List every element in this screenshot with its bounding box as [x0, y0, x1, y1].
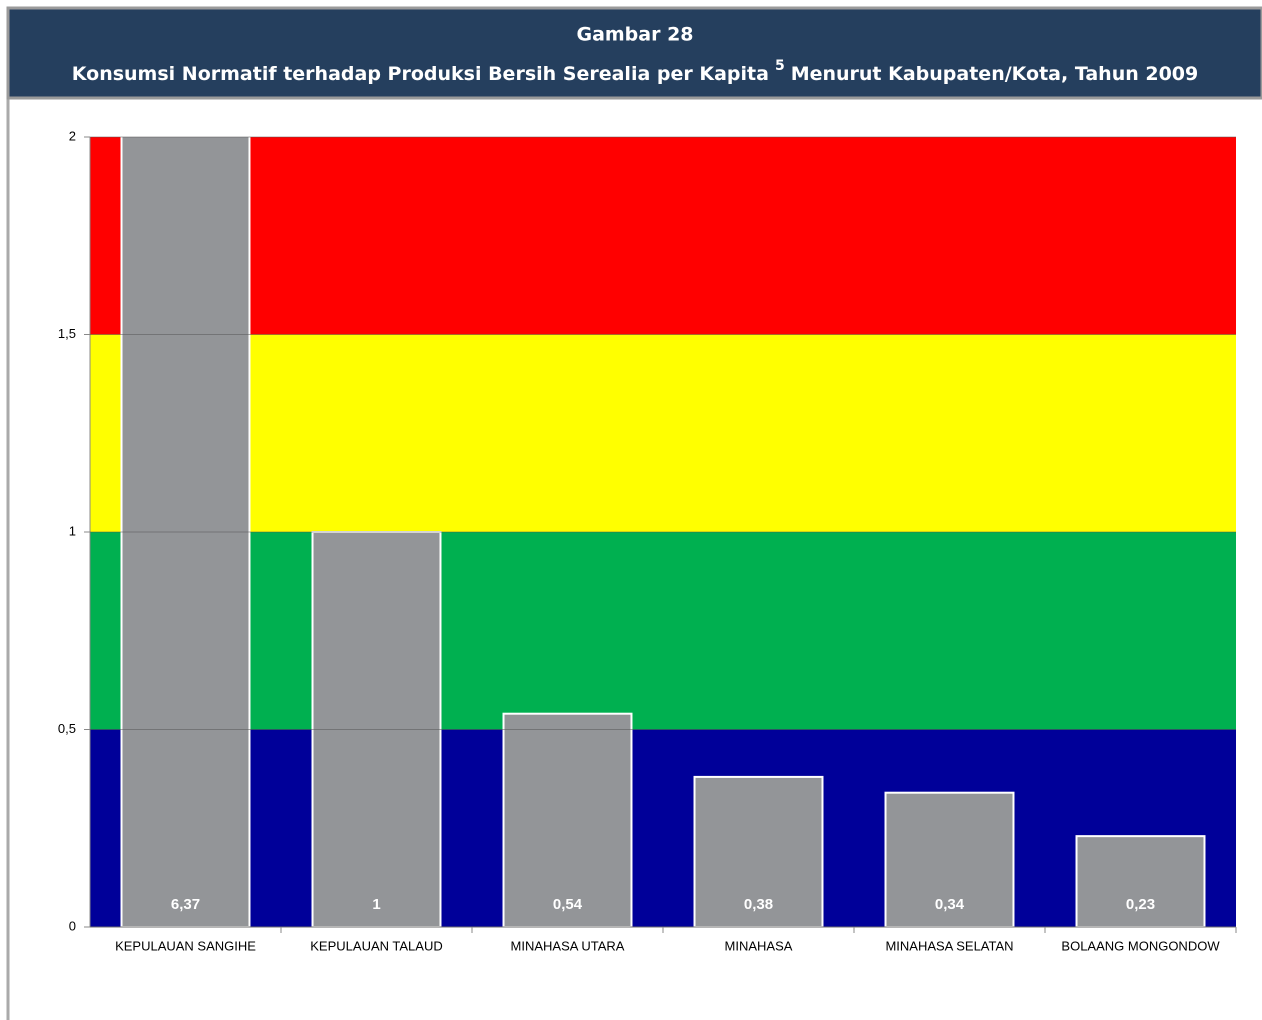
overlay: 0 0,5 1 1,5 2 6,37 KEPULAUAN SANGIHE 1 KEPULAUAN…	[58, 128, 1237, 953]
title-rest: Menurut Kabupaten/Kota, Tahun 2009	[791, 63, 1199, 85]
title-text: Konsumsi Normatif terhadap Produksi Bers…	[72, 63, 769, 85]
bar	[502, 712, 633, 927]
x-tick-label: MINAHASA	[725, 938, 793, 953]
x-tick-label: BOLAANG MONGONDOW	[1061, 938, 1220, 953]
bar	[884, 791, 1015, 927]
value-label: 0,38	[744, 896, 773, 913]
value-label: 6,37	[171, 896, 200, 913]
value-label: 1	[372, 896, 380, 913]
zone-band	[90, 729, 1236, 927]
zone-band	[90, 334, 1236, 532]
x-tick-label: MINAHASA UTARA	[511, 938, 625, 953]
y-tick-label: 1	[69, 523, 76, 538]
value-label: 0,54	[553, 896, 583, 913]
title-note: 5	[775, 58, 785, 74]
y-tick-label: 2	[69, 128, 76, 143]
x-tick-label: MINAHASA SELATAN	[885, 938, 1013, 953]
chart-title: Konsumsi Normatif terhadap Produksi Bers…	[72, 58, 1199, 85]
bands	[90, 137, 1236, 927]
bar	[693, 775, 824, 927]
figure-label: Gambar 28	[576, 24, 693, 46]
y-tick-label: 1,5	[58, 326, 76, 341]
x-tick-label: KEPULAUAN TALAUD	[310, 938, 442, 953]
bar	[1075, 835, 1206, 927]
x-tick-label: KEPULAUAN SANGIHE	[115, 938, 256, 953]
header-box	[6, 6, 1262, 100]
zone-band	[90, 532, 1236, 730]
y-tick-label: 0	[69, 918, 76, 933]
value-label: 0,34	[935, 896, 965, 913]
y-tick-label: 0,5	[58, 721, 76, 736]
value-label: 0,23	[1126, 896, 1155, 913]
zone-band	[90, 137, 1236, 335]
bar	[120, 137, 251, 927]
